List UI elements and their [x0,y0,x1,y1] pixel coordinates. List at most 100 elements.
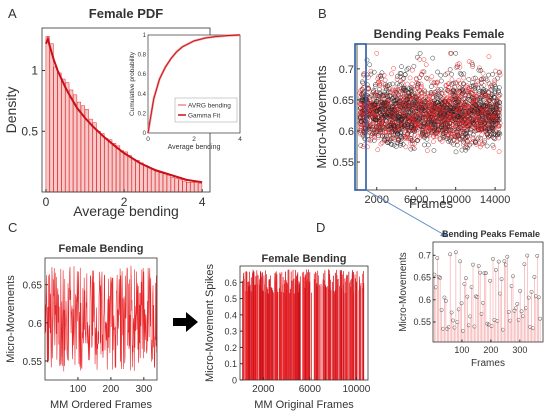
x-axis-label: Frames [409,196,454,211]
data-point [492,109,498,115]
data-point [451,112,457,117]
peak-marker [476,264,481,268]
data-point [462,96,468,101]
data-point [459,114,465,120]
data-point [403,92,409,98]
data-point [472,108,477,114]
histogram-bar [182,180,187,193]
data-point [381,92,387,98]
data-point [372,117,378,122]
data-point [372,102,377,108]
data-point [444,105,449,111]
data-point [379,99,385,105]
x-tick-label: 2000 [364,194,388,206]
data-point [422,142,427,148]
data-point [404,97,409,103]
histogram-bar [147,167,152,193]
spike-bars [241,269,365,380]
data-point [459,147,465,153]
histogram-bar [53,66,58,193]
data-point [472,139,478,144]
inset-fit-line [147,34,241,134]
data-point [496,90,501,95]
data-point [428,104,433,110]
data-point [494,99,500,104]
data-point [438,97,444,103]
data-point [373,103,379,109]
x-tick-label: 100 [70,384,87,395]
data-point [472,88,478,94]
data-point [445,125,450,130]
data-point [447,67,453,72]
data-point [359,86,365,92]
data-point [443,72,448,78]
panel-label-a: A [8,6,17,21]
data-point [466,59,472,64]
data-point [461,103,467,109]
data-point [474,103,479,109]
axes-frame [239,265,369,381]
data-point [357,128,363,133]
data-point [464,134,470,139]
histogram-bar [174,178,179,193]
data-point [473,140,479,145]
data-point [394,126,400,132]
histogram-bar [69,89,74,193]
peak-marker [493,268,498,272]
data-point [493,68,498,74]
data-point [364,57,370,63]
data-point [481,76,486,82]
data-point [459,92,464,98]
data-point [417,135,422,141]
histogram-bar [123,151,128,193]
histogram-bar [57,72,62,193]
data-point [477,104,482,110]
data-point [440,133,446,139]
y-tick-label: 0.7 [339,64,354,76]
data-point [379,106,385,111]
data-point [417,57,422,62]
data-point [461,81,467,87]
data-point [421,108,427,113]
data-point [378,73,384,79]
data-point [460,137,465,143]
data-point [358,131,363,137]
data-point [405,136,411,141]
data-point [441,94,447,99]
data-point [461,131,467,136]
y-tick-label: 0.5 [21,124,38,138]
data-point [476,67,482,73]
data-point [384,126,390,132]
data-point [404,67,410,73]
data-point [446,129,452,135]
data-point [470,117,476,123]
data-point [456,109,462,115]
data-point [469,122,474,128]
y-tick-label: 0.6 [339,126,354,138]
panel-label-b: B [318,6,327,21]
chart-title: Bending Peaks Female [374,27,505,41]
data-point [487,108,493,114]
y-axis-label: Micro-Movement Spikes [204,264,216,382]
data-point [496,123,502,129]
peak-marker [453,250,458,255]
data-point [402,87,408,93]
peak-marker [449,310,454,315]
data-point [398,82,404,87]
y-tick-label: 0.7 [418,250,431,260]
data-point [390,118,396,124]
gamma-fit-line [44,35,203,184]
data-point [431,108,437,113]
chart-title: Female Bending [262,253,347,265]
data-point [379,120,384,125]
data-point [417,109,423,115]
data-point [360,114,366,119]
data-point [404,107,409,113]
data-point [372,91,378,96]
data-point [410,145,416,151]
data-point [421,133,427,138]
data-point [395,131,401,137]
data-point [406,65,411,71]
y-tick-label: 0.3 [224,327,237,337]
histogram-bar [178,179,183,193]
